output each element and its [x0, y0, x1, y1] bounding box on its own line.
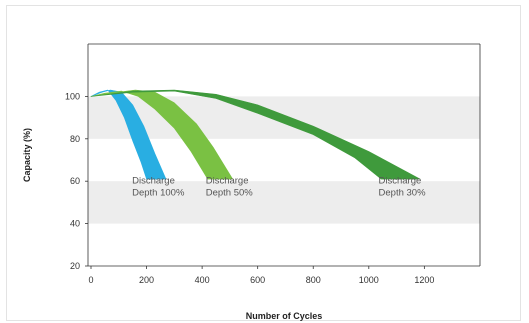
x-tick-label: 1000 [359, 275, 379, 285]
chart-frame: 0 200 400 600 800 1000 1200 20 40 60 80 100 Discha… [6, 5, 521, 321]
x-tick-label: 800 [306, 275, 321, 285]
y-axis-title: Capacity (%) [22, 128, 32, 182]
shaded-band [88, 181, 480, 224]
y-tick-label: 60 [70, 176, 80, 186]
x-tick-label: 600 [250, 275, 265, 285]
x-tick-label: 0 [88, 275, 93, 285]
x-tick-label: 200 [139, 275, 154, 285]
discharge-depth-label: Discharge Depth 50% [206, 175, 254, 198]
x-tick-label: 1200 [414, 275, 434, 285]
capacity-area-1 [90, 89, 167, 180]
y-tick-label: 80 [70, 134, 80, 144]
y-tick-label: 100 [65, 91, 80, 101]
discharge-depth-label: Discharge Depth 100% [132, 175, 185, 198]
x-tick-label: 400 [195, 275, 210, 285]
capacity-chart: 0 200 400 600 800 1000 1200 20 40 60 80 100 Discha… [22, 43, 481, 321]
x-axis-title: Number of Cycles [246, 311, 323, 321]
y-tick-label: 20 [70, 261, 80, 271]
y-tick-label: 40 [70, 219, 80, 229]
discharge-depth-label: Discharge Depth 30% [379, 175, 427, 198]
capacity-area-3 [90, 89, 421, 180]
